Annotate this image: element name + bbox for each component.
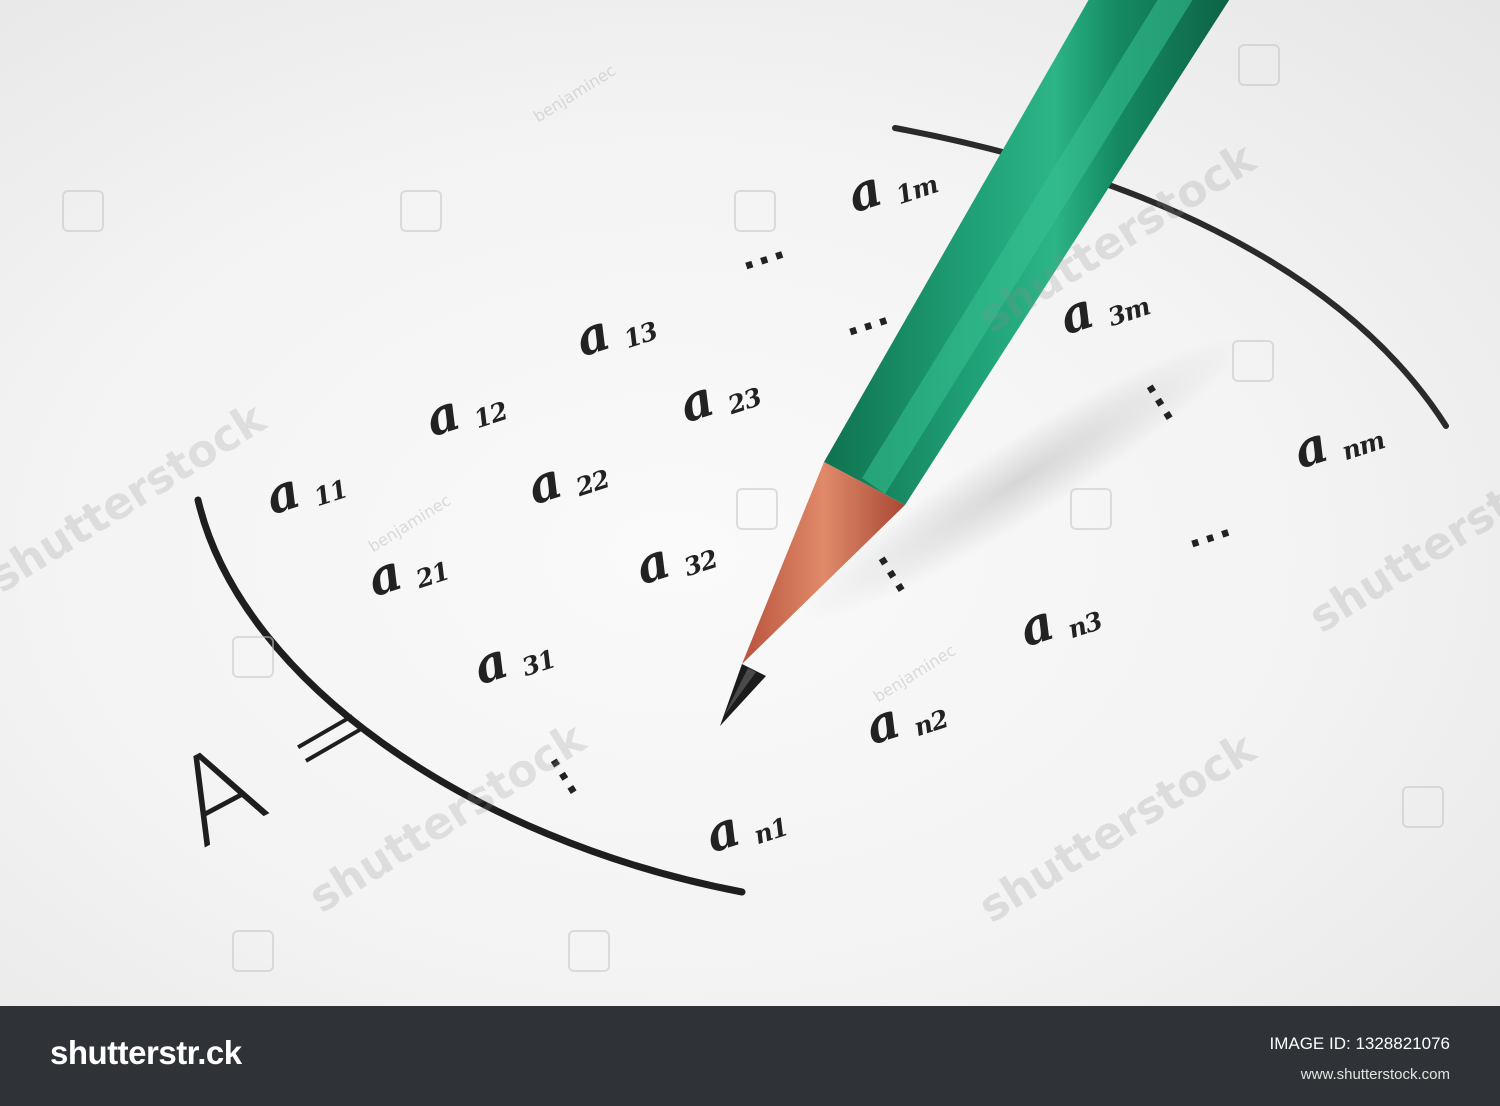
left-bracket [194,496,746,896]
watermark-badge [1232,340,1274,382]
watermark-badge [62,190,104,232]
watermark-badge [1238,44,1280,86]
image-id-label: IMAGE ID: 1328821076 [1269,1034,1450,1053]
watermark-badge [400,190,442,232]
watermark-badge [232,636,274,678]
watermark-badge [1070,488,1112,530]
watermark-badge [1402,786,1444,828]
watermark-badge [568,930,610,972]
footer-url: www.shutterstock.com [1300,1066,1450,1083]
watermark-badge [734,190,776,232]
watermark-badge [232,930,274,972]
pencil-shadow [798,338,1242,622]
pencil-facet [862,0,1193,494]
right-bracket [892,125,1449,429]
pencil-lead [720,664,766,726]
pencil-lead-shine [724,668,756,716]
watermark-badge [736,488,778,530]
footer-bar: shutterstr.ck IMAGE ID: 1328821076 www.s… [0,1006,1500,1106]
pencil-wood [742,462,905,664]
pencil [720,0,1230,726]
photo: A = a 11 a 12 a 13 a 1m a 21 a 22 a 23 a 31 a 32 … [0,0,1500,1006]
paper-art [194,0,1449,896]
shutterstock-logo: shutterstr.ck [50,1034,242,1071]
